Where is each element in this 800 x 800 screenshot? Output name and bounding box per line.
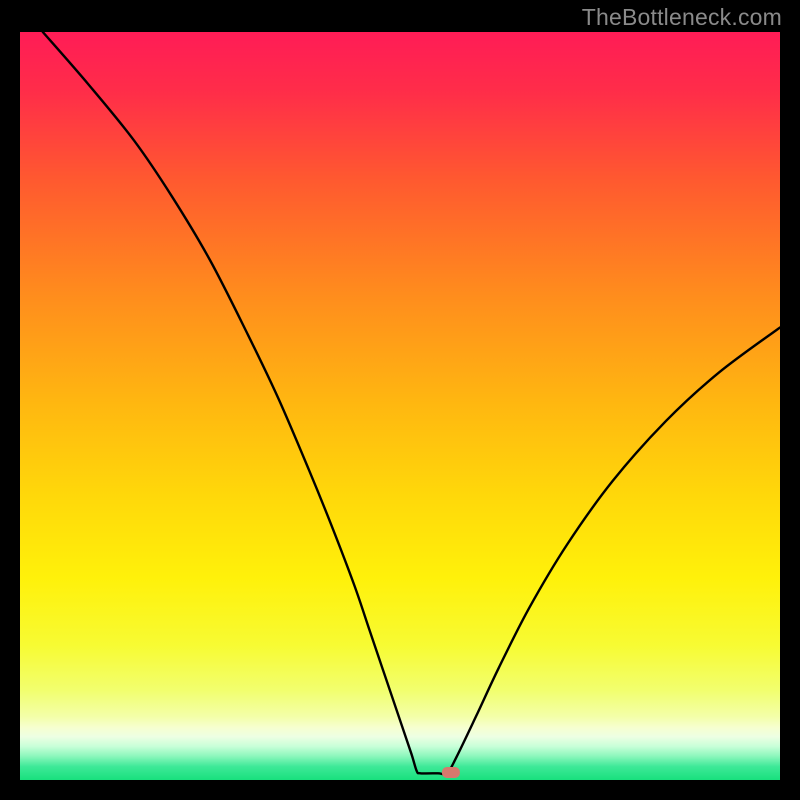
watermark-text: TheBottleneck.com xyxy=(582,4,782,31)
chart-svg xyxy=(20,32,780,780)
optimal-point-marker xyxy=(442,767,460,778)
chart-gradient-bg xyxy=(20,32,780,780)
chart-plot-area xyxy=(20,32,780,780)
